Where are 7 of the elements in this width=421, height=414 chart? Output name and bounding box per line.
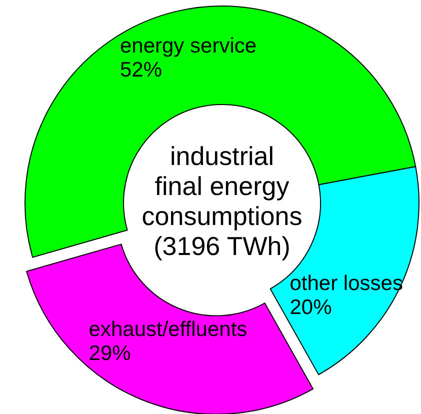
data-label: 52% <box>120 58 162 82</box>
slice-label: energy service <box>120 34 257 58</box>
slice-label: exhaust/effluents <box>88 318 248 342</box>
data-label: 29% <box>88 342 131 366</box>
slice-label: other losses <box>290 272 403 296</box>
data-label: 20% <box>290 296 332 320</box>
text: industrial final energy consumptions (3196 TWh) <box>142 141 302 262</box>
